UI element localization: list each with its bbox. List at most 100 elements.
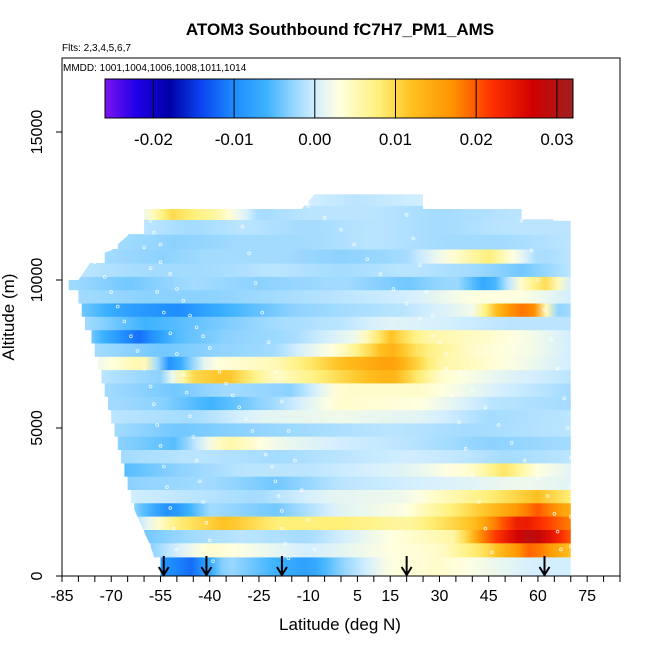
sample-point: [477, 500, 481, 504]
sample-point: [129, 334, 133, 339]
sample-point: [312, 547, 317, 552]
heat-layer-band: [104, 382, 571, 397]
sample-point: [181, 298, 186, 303]
sample-point: [306, 517, 311, 522]
sample-point: [568, 514, 573, 519]
sample-point: [431, 334, 435, 339]
sample-point: [568, 485, 573, 490]
sample-point: [404, 213, 409, 217]
sample-point: [562, 396, 566, 401]
sample-point: [280, 509, 284, 513]
sample-point: [162, 310, 166, 315]
heat-layer-band: [117, 436, 571, 450]
mmdd-label: MMDD: 1001,1004,1006,1008,1011,1014: [63, 63, 247, 74]
sample-point: [158, 443, 163, 448]
sample-point: [306, 204, 311, 208]
x-tick-label: 15: [381, 588, 399, 605]
heat-layer-band: [114, 422, 571, 437]
sample-point: [339, 227, 343, 232]
sample-point: [549, 337, 553, 342]
sample-point: [250, 429, 255, 433]
sample-point: [417, 316, 422, 321]
sample-point: [247, 251, 251, 256]
sample-point: [135, 222, 140, 226]
sample-point: [168, 272, 173, 276]
sample-point: [214, 358, 219, 362]
sample-point: [244, 417, 248, 421]
sample-point: [431, 313, 435, 318]
sample-point: [283, 541, 288, 546]
sample-point: [201, 500, 205, 504]
sample-point: [365, 257, 370, 262]
sample-point: [257, 440, 261, 445]
sample-point: [237, 405, 242, 410]
sample-point: [552, 511, 557, 516]
sample-point: [194, 325, 199, 330]
sample-point: [450, 393, 455, 398]
y-axis: 0 5000 10000 15000: [29, 110, 62, 580]
sample-point: [171, 526, 176, 531]
sample-point: [470, 473, 475, 478]
sample-point: [162, 464, 166, 469]
colorbar-tick-label: -0.01: [215, 130, 254, 149]
sample-point: [555, 366, 560, 371]
sample-point: [253, 281, 258, 285]
heat-layer-band: [160, 556, 571, 576]
sample-point: [519, 219, 524, 223]
sample-point: [417, 263, 422, 268]
sample-point: [404, 301, 409, 306]
x-axis-label: Latitude (deg N): [279, 615, 401, 634]
colorbar: -0.02 -0.01 0.00 0.01 0.02 0.03: [104, 78, 574, 149]
x-tick-label: 5: [353, 588, 362, 605]
sample-point: [109, 289, 113, 294]
sample-point: [260, 310, 265, 315]
colorbar-tick-label: -0.02: [134, 130, 173, 149]
y-tick-label: 0: [29, 571, 46, 580]
sample-point: [293, 458, 297, 463]
x-tick-label: 45: [480, 588, 498, 605]
x-tick-label: -25: [247, 588, 270, 605]
heat-layer-band: [108, 396, 571, 411]
colorbar-gradient: [104, 78, 574, 119]
sample-point: [198, 479, 202, 484]
sample-point: [411, 236, 416, 241]
sample-point: [555, 529, 560, 534]
sample-point: [378, 272, 383, 276]
x-tick-label: -55: [149, 588, 172, 605]
sample-point: [148, 219, 153, 223]
sample-point: [444, 352, 448, 356]
sample-point: [158, 242, 163, 247]
sample-point: [536, 278, 540, 282]
sample-point: [93, 260, 97, 265]
heat-layer-band: [101, 369, 571, 384]
heat-layer-band: [78, 263, 571, 277]
sample-point: [240, 224, 245, 229]
sample-point: [148, 266, 153, 271]
sample-point: [470, 387, 475, 392]
sample-point: [135, 349, 140, 353]
heat-layer-band: [117, 234, 571, 250]
sample-point: [280, 526, 284, 531]
sample-point: [568, 455, 573, 460]
sample-point: [299, 488, 304, 493]
flight-arrows: [157, 556, 551, 577]
sample-point: [568, 544, 573, 549]
heat-layer-band: [104, 248, 571, 264]
sample-point: [184, 390, 189, 395]
colorbar-tick-label: 0.00: [298, 130, 331, 149]
heat-layer-band: [98, 356, 571, 371]
flight-arrow: [538, 556, 551, 577]
sample-point: [148, 384, 153, 389]
sample-point: [207, 538, 212, 543]
sample-point: [175, 287, 179, 291]
y-tick-label: 5000: [29, 410, 46, 446]
sample-point: [175, 352, 179, 356]
sample-point: [116, 304, 120, 309]
sample-point: [496, 423, 501, 427]
heat-layer-band: [68, 276, 571, 291]
sample-point: [142, 366, 146, 371]
sample-point: [509, 440, 514, 445]
sample-point: [286, 429, 291, 433]
sample-point: [457, 369, 462, 374]
heat-layer-band: [94, 342, 571, 357]
